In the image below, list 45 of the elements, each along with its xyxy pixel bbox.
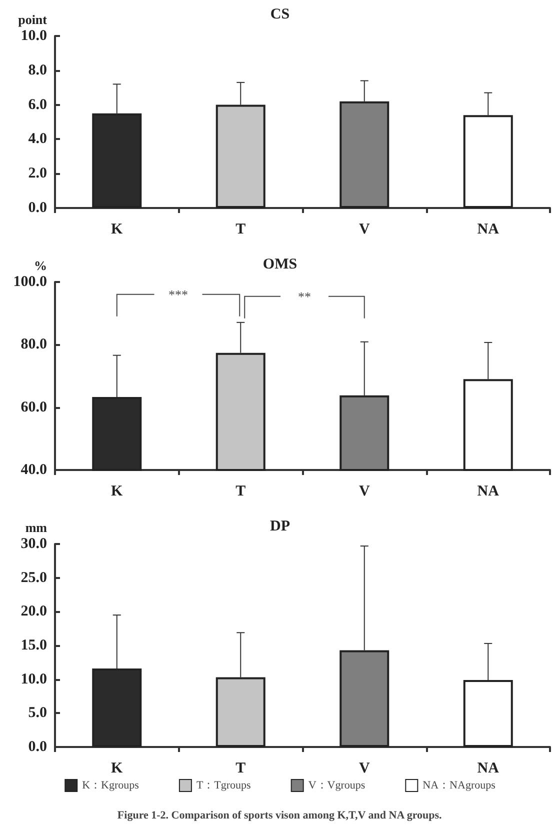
- x-tick-label: K: [111, 222, 124, 238]
- legend-label: T：Tgroups: [196, 780, 251, 792]
- y-axis-title: mm: [25, 520, 48, 535]
- legend-label: K：Kgroups: [82, 780, 139, 792]
- y-tick-label: 0.0: [28, 200, 47, 216]
- y-tick-label: 10.0: [20, 671, 47, 688]
- y-tick-label: 80.0: [20, 336, 47, 353]
- y-tick-label: 25.0: [20, 570, 47, 586]
- legend-label: V：Vgroups: [308, 780, 366, 792]
- y-tick-label: 0.0: [28, 739, 47, 755]
- y-tick-label: 40.0: [20, 462, 47, 478]
- x-tick-label: K: [111, 760, 124, 776]
- chart-title: CS: [270, 6, 290, 22]
- caption: Figure 1-2. Comparison of sports vison among K,T,V and NA groups.: [117, 810, 442, 822]
- y-tick-label: 60.0: [20, 399, 47, 416]
- x-tick-label: NA: [477, 760, 500, 776]
- legend-label: NA：NAgroups: [422, 780, 496, 792]
- annotation: **: [298, 288, 311, 304]
- x-tick-label: V: [358, 222, 370, 238]
- y-axis-title: point: [18, 12, 48, 27]
- y-tick-label: 20.0: [20, 604, 47, 620]
- bar: [463, 115, 513, 208]
- x-tick-label: V: [358, 484, 370, 500]
- y-tick-label: 5.0: [28, 705, 47, 722]
- x-tick-label: K: [111, 484, 124, 500]
- y-tick-label: 2.0: [28, 166, 47, 182]
- x-tick-label: T: [236, 484, 246, 500]
- x-tick-label: NA: [477, 484, 500, 500]
- y-tick-label: 30.0: [20, 536, 47, 552]
- x-tick-label: T: [236, 760, 246, 776]
- chart-title: DP: [270, 518, 290, 534]
- y-tick-label: 15.0: [20, 638, 47, 654]
- y-tick-label: 8.0: [28, 62, 47, 78]
- y-tick-label: 4.0: [28, 131, 47, 148]
- y-tick-label: 100.0: [13, 274, 47, 290]
- chart-title: OMS: [262, 256, 298, 272]
- bar: [340, 101, 390, 208]
- bar: [216, 104, 266, 208]
- annotation: ***: [168, 286, 188, 302]
- y-axis-title: %: [34, 258, 47, 273]
- x-tick-label: V: [358, 760, 370, 776]
- x-tick-label: T: [236, 222, 246, 238]
- x-tick-label: NA: [477, 222, 500, 238]
- y-tick-label: 10.0: [20, 28, 47, 44]
- y-tick-label: 6.0: [28, 96, 47, 113]
